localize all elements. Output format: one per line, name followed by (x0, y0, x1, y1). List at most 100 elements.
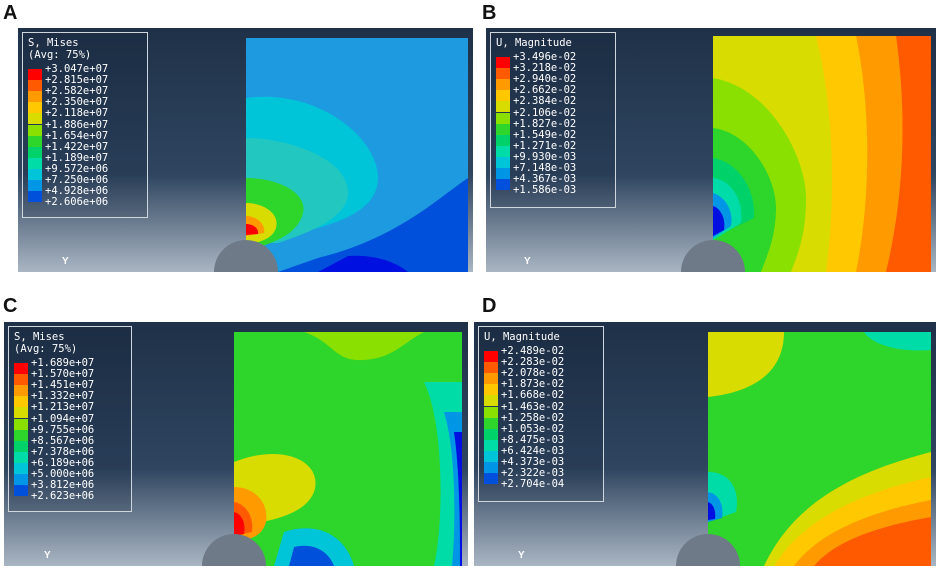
legend-value: +1.654e+07 (45, 129, 109, 142)
legend-swatch (28, 191, 42, 203)
panel-letter-b: B (482, 2, 497, 24)
legend-value: +2.283e-02 (501, 356, 565, 369)
legend-value: +1.094e+07 (31, 412, 95, 425)
legend-value: +9.755e+06 (31, 423, 95, 436)
legend-value: +1.570e+07 (31, 368, 95, 381)
legend-swatch (28, 69, 42, 80)
legend-value: +1.053e-02 (501, 422, 565, 435)
legend-a: S, Mises (Avg: 75%) +3.047e+07 +2.815e+07… (22, 32, 148, 218)
legend-swatch (484, 395, 498, 407)
legend-swatch (14, 485, 28, 497)
legend-swatch (14, 440, 28, 452)
legend-swatch (496, 101, 510, 113)
legend-value: +1.827e-02 (513, 117, 577, 130)
legend-value: +2.662e-02 (513, 84, 577, 97)
legend-swatch (496, 57, 510, 68)
legend-value: +1.586e-03 (513, 184, 577, 197)
contour-plot-a (18, 28, 473, 272)
legend-value: +9.572e+06 (45, 162, 109, 175)
legend-value: +1.668e-02 (501, 389, 565, 402)
legend-value: +2.704e-04 (501, 478, 565, 491)
legend-swatch (14, 407, 28, 419)
legend-value: +4.928e+06 (45, 185, 109, 198)
legend-value: +2.106e-02 (513, 106, 577, 119)
legend-value: +1.886e+07 (45, 118, 109, 131)
legend-value: +8.475e-03 (501, 433, 565, 446)
legend-swatch (14, 385, 28, 397)
legend-swatch (14, 451, 28, 463)
legend-swatch (484, 450, 498, 462)
legend-swatch (14, 418, 28, 430)
legend-value: +3.047e+07 (45, 63, 109, 75)
legend-swatch (14, 374, 28, 386)
legend-d: U, Magnitude +2.489e-02 +2.283e-02 +2.078e… (478, 326, 604, 502)
color-scale-d: +2.489e-02 +2.283e-02 +2.078e-02 +1.873e-02… (484, 346, 598, 494)
legend-swatch (496, 168, 510, 179)
panel-letter-c: C (3, 295, 18, 317)
legend-swatch (496, 112, 510, 124)
legend-value: +2.350e+07 (45, 96, 109, 109)
legend-swatch (484, 362, 498, 374)
legend-swatch (484, 439, 498, 451)
legend-value: +2.384e-02 (513, 95, 577, 108)
legend-value: +6.424e-03 (501, 444, 565, 457)
legend-swatch (484, 351, 498, 362)
legend-swatch (484, 428, 498, 440)
legend-swatch (496, 68, 510, 80)
legend-value: +1.271e-02 (513, 139, 577, 152)
panel-b: U, Magnitude +3.496e-02 +3.218e-02 +2.940e… (486, 28, 936, 272)
legend-swatch (484, 384, 498, 396)
legend-swatch (14, 396, 28, 408)
legend-swatch (28, 180, 42, 191)
legend-swatch (484, 373, 498, 385)
legend-value: +1.873e-02 (501, 378, 565, 391)
legend-value: +7.250e+06 (45, 174, 109, 186)
legend-value: +1.213e+07 (31, 401, 95, 414)
contour-plot-d (474, 322, 936, 566)
legend-swatch (28, 124, 42, 136)
legend-swatch (28, 157, 42, 169)
legend-value: +4.367e-03 (513, 173, 577, 186)
legend-b: U, Magnitude +3.496e-02 +3.218e-02 +2.940e… (490, 32, 616, 208)
legend-title-d: U, Magnitude (484, 331, 560, 343)
legend-value: +1.451e+07 (31, 379, 95, 392)
legend-value: +9.930e-03 (513, 150, 577, 163)
legend-value: +1.332e+07 (31, 390, 95, 403)
legend-swatch (14, 474, 28, 485)
legend-value: +2.623e+06 (31, 490, 95, 503)
legend-value: +1.549e-02 (513, 128, 577, 141)
legend-value: +2.322e-03 (501, 467, 565, 480)
legend-value: +7.148e-03 (513, 162, 577, 174)
panel-a: S, Mises (Avg: 75%) +3.047e+07 +2.815e+07… (18, 28, 473, 272)
color-scale-a: +3.047e+07 +2.815e+07 +2.582e+07 +2.350e+07… (28, 64, 142, 212)
legend-title-a: S, Mises (28, 37, 79, 49)
legend-swatch (484, 417, 498, 429)
legend-value: +3.218e-02 (513, 62, 577, 75)
color-scale-c: +1.689e+07 +1.570e+07 +1.451e+07 +1.332e+07… (14, 358, 126, 506)
legend-swatch (28, 135, 42, 147)
legend-swatch (484, 462, 498, 473)
legend-value: +2.606e+06 (45, 196, 109, 209)
legend-value: +1.189e+07 (45, 151, 109, 164)
legend-value: +7.378e+06 (31, 445, 95, 458)
legend-value: +8.567e+06 (31, 434, 95, 447)
panel-letter-d: D (482, 295, 497, 317)
axis-label-y-d: Y (518, 550, 525, 561)
legend-swatch (14, 429, 28, 441)
legend-value: +2.078e-02 (501, 367, 565, 380)
legend-swatch (28, 168, 42, 180)
legend-swatch (496, 179, 510, 191)
legend-value: +1.422e+07 (45, 140, 109, 153)
legend-value: +3.812e+06 (31, 479, 95, 492)
legend-value: +1.258e-02 (501, 411, 565, 424)
legend-swatch (496, 90, 510, 102)
legend-value: +2.815e+07 (45, 74, 109, 87)
legend-value: +2.489e-02 (501, 345, 565, 357)
axis-label-y-a: Y (62, 256, 69, 267)
legend-swatch (496, 145, 510, 157)
legend-swatch (496, 156, 510, 168)
legend-swatch (484, 473, 498, 485)
legend-swatch (484, 406, 498, 418)
legend-swatch (496, 123, 510, 135)
contour-plot-b (486, 28, 936, 272)
